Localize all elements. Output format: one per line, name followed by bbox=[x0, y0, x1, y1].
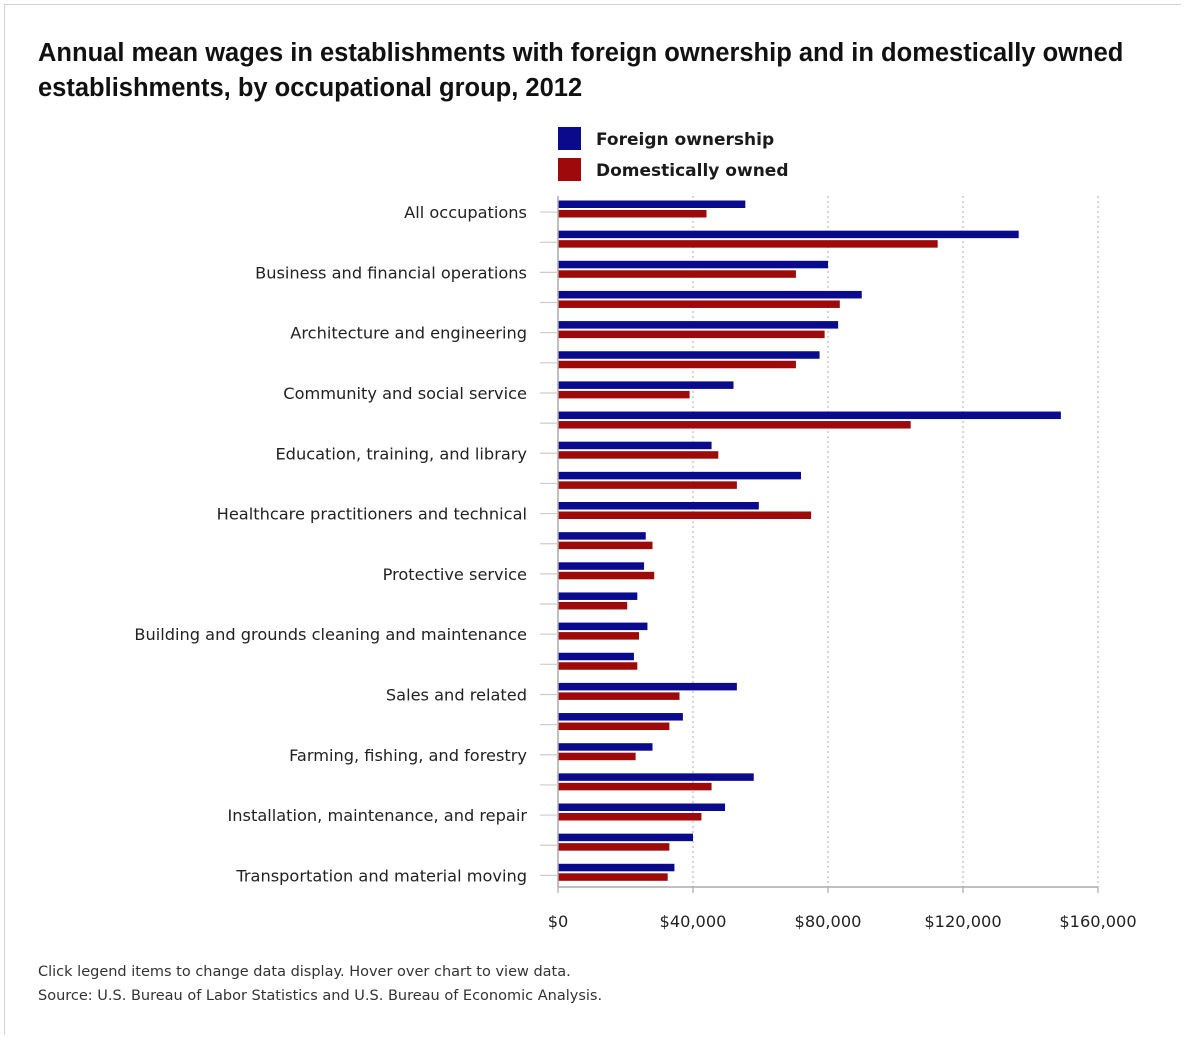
y-tick-label: Education, training, and library bbox=[275, 444, 527, 463]
bar-domestic[interactable]: Installation, maintenance, and repair — … bbox=[558, 813, 702, 821]
bar-foreign[interactable]: Healthcare practitioners and technical —… bbox=[558, 502, 759, 510]
chart-title: Annual mean wages in establishments with… bbox=[38, 39, 1124, 102]
bar-foreign[interactable]: — Foreign ownership: $22,500 bbox=[558, 652, 634, 661]
legend-swatch[interactable] bbox=[558, 158, 581, 181]
y-tick-label: Community and social service bbox=[283, 384, 527, 403]
bar-foreign[interactable]: — Foreign ownership: $77,500 bbox=[558, 351, 820, 359]
bar-foreign[interactable]: — Foreign ownership: $136,500 bbox=[558, 230, 1019, 239]
bar-domestic[interactable]: — Domestically owned: $112,500 bbox=[558, 240, 938, 248]
footer-source: Source: U.S. Bureau of Labor Statistics … bbox=[38, 988, 603, 1004]
bar-domestic[interactable]: — Domestically owned: $53,000 bbox=[558, 481, 737, 489]
bar-domestic[interactable]: Sales and related — Domestically owned: … bbox=[558, 692, 680, 700]
legend-label[interactable]: Foreign ownership bbox=[596, 130, 774, 150]
bar-domestic[interactable]: Healthcare practitioners and technical —… bbox=[558, 511, 812, 520]
bar-domestic[interactable]: Building and grounds cleaning and mainte… bbox=[558, 632, 639, 640]
x-tick-label: $0 bbox=[548, 912, 569, 931]
x-tick-label: $80,000 bbox=[795, 912, 862, 931]
legend-item-domestic[interactable]: Domestically owned bbox=[558, 158, 789, 181]
bar-domestic[interactable]: — Domestically owned: $83,500 bbox=[558, 300, 840, 308]
bar-foreign[interactable]: Installation, maintenance, and repair — … bbox=[558, 803, 726, 812]
bar-domestic[interactable]: — Domestically owned: $45,500 bbox=[558, 782, 712, 791]
bar-foreign[interactable]: Architecture and engineering — Foreign o… bbox=[558, 321, 839, 329]
bar-domestic[interactable]: — Domestically owned: $23,500 bbox=[558, 662, 638, 670]
bar-domestic[interactable]: Farming, fishing, and forestry — Domesti… bbox=[558, 752, 636, 761]
bar-foreign[interactable]: — Foreign ownership: $58,000 bbox=[558, 773, 754, 781]
bar-domestic[interactable]: — Domestically owned: $104,500 bbox=[558, 421, 911, 429]
bar-foreign[interactable]: Business and financial operations — Fore… bbox=[558, 260, 828, 269]
chart-footer: Click legend items to change data displa… bbox=[38, 960, 602, 1008]
bar-domestic[interactable]: — Domestically owned: $33,000 bbox=[558, 843, 670, 851]
bar-domestic[interactable]: Protective service — Domestically owned:… bbox=[558, 571, 655, 580]
y-tick-label: All occupations bbox=[404, 203, 527, 222]
bar-foreign[interactable]: — Foreign ownership: $37,000 bbox=[558, 713, 683, 721]
footer-note: Click legend items to change data displa… bbox=[38, 964, 571, 980]
y-tick-label: Building and grounds cleaning and mainte… bbox=[134, 625, 527, 644]
y-tick-label: Farming, fishing, and forestry bbox=[289, 746, 527, 765]
y-tick-label: Installation, maintenance, and repair bbox=[228, 806, 528, 825]
bar-domestic[interactable]: All occupations — Domestically owned: $4… bbox=[558, 210, 707, 218]
bar-foreign[interactable]: — Foreign ownership: $40,000 bbox=[558, 833, 693, 842]
bar-domestic[interactable]: Architecture and engineering — Domestica… bbox=[558, 330, 825, 339]
bar-foreign[interactable]: Protective service — Foreign ownership: … bbox=[558, 562, 645, 570]
bar-foreign[interactable]: Sales and related — Foreign ownership: $… bbox=[558, 682, 737, 691]
bar-foreign[interactable]: Community and social service — Foreign o… bbox=[558, 381, 734, 389]
x-tick-label: $120,000 bbox=[924, 912, 1001, 931]
bar-foreign[interactable]: — Foreign ownership: $23,500 bbox=[558, 592, 638, 600]
legend-swatch[interactable] bbox=[558, 127, 581, 150]
y-tick-label: Transportation and material moving bbox=[235, 866, 527, 885]
x-tick-label: $160,000 bbox=[1059, 912, 1136, 931]
bars[interactable]: All occupations — Foreign ownership: $55… bbox=[558, 200, 1061, 881]
y-tick-label: Architecture and engineering bbox=[290, 324, 527, 343]
bar-domestic[interactable]: Transportation and material moving — Dom… bbox=[558, 873, 668, 881]
bar-domestic[interactable]: — Domestically owned: $28,000 bbox=[558, 541, 653, 550]
bar-domestic[interactable]: Business and financial operations — Dome… bbox=[558, 270, 796, 278]
legend-item-foreign[interactable]: Foreign ownership bbox=[558, 127, 774, 150]
bar-domestic[interactable]: Community and social service — Domestica… bbox=[558, 390, 690, 399]
bar-domestic[interactable]: — Domestically owned: $33,000 bbox=[558, 722, 670, 731]
bar-foreign[interactable]: — Foreign ownership: $26,000 bbox=[558, 532, 646, 540]
bar-foreign[interactable]: — Foreign ownership: $149,000 bbox=[558, 411, 1061, 420]
x-tick-label: $40,000 bbox=[660, 912, 727, 931]
bar-foreign[interactable]: — Foreign ownership: $90,000 bbox=[558, 290, 862, 299]
axes: All occupations Business and financial op… bbox=[134, 196, 1137, 931]
bar-foreign[interactable]: Building and grounds cleaning and mainte… bbox=[558, 622, 648, 631]
bar-foreign[interactable]: — Foreign ownership: $72,000 bbox=[558, 471, 801, 480]
bar-domestic[interactable]: — Domestically owned: $70,500 bbox=[558, 360, 796, 369]
bar-foreign[interactable]: All occupations — Foreign ownership: $55… bbox=[558, 200, 746, 209]
grid-lines bbox=[692, 196, 1099, 887]
bar-foreign[interactable]: Transportation and material moving — For… bbox=[558, 863, 675, 872]
chart-frame bbox=[4, 4, 1181, 1035]
y-tick-label: Sales and related bbox=[386, 685, 527, 704]
bar-domestic[interactable]: Education, training, and library — Domes… bbox=[558, 451, 719, 459]
legend[interactable]: Foreign ownership Domestically owned bbox=[558, 127, 789, 181]
legend-label[interactable]: Domestically owned bbox=[596, 161, 789, 181]
bar-domestic[interactable]: — Domestically owned: $20,500 bbox=[558, 601, 628, 610]
bar-foreign[interactable]: Education, training, and library — Forei… bbox=[558, 441, 712, 450]
y-tick-label: Business and financial operations bbox=[255, 263, 527, 282]
y-tick-label: Protective service bbox=[383, 565, 527, 584]
bar-chart[interactable]: All occupations — Foreign ownership: $55… bbox=[0, 0, 1185, 960]
bar-foreign[interactable]: Farming, fishing, and forestry — Foreign… bbox=[558, 743, 653, 751]
y-tick-label: Healthcare practitioners and technical bbox=[217, 505, 527, 524]
